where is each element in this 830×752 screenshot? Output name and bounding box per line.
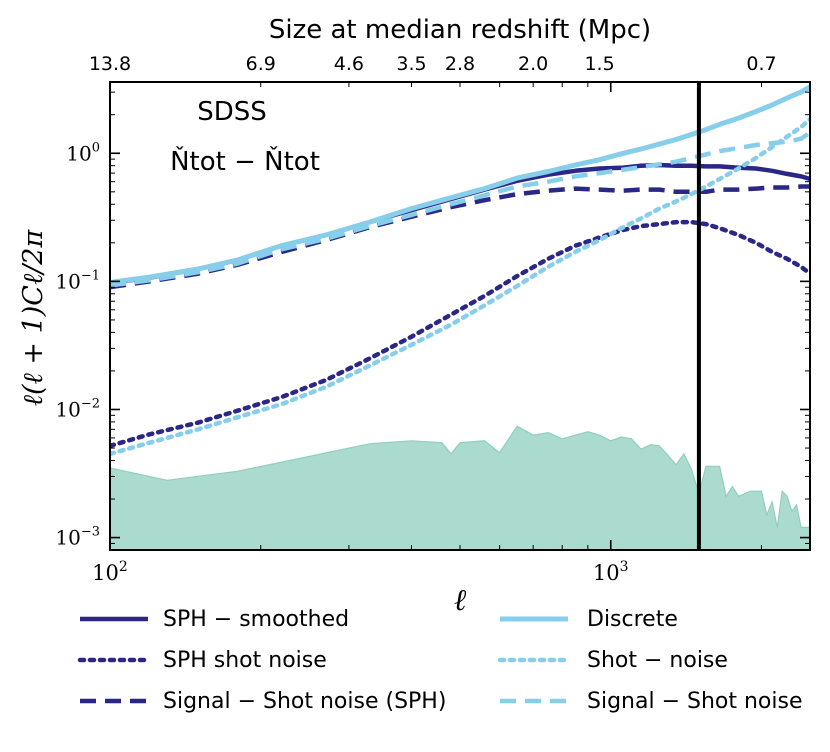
y-tick-label-1: 10−3 bbox=[55, 525, 100, 550]
annotation-sdss: SDSS bbox=[197, 97, 267, 127]
legend-label-1: SPH − smoothed bbox=[163, 607, 349, 632]
x-tick-label-2: 103 bbox=[593, 559, 629, 585]
x-axis-label: ℓ bbox=[454, 583, 467, 618]
legend-label-3: Signal − Shot noise (SPH) bbox=[163, 689, 446, 714]
series-line-6 bbox=[110, 130, 810, 288]
top-tick-label-5: 2.8 bbox=[445, 53, 475, 75]
y-tick-label-3: 10−1 bbox=[55, 268, 100, 293]
top-tick-label-7: 1.5 bbox=[584, 53, 614, 75]
series-line-4 bbox=[110, 84, 810, 285]
top-tick-label-8: 0.7 bbox=[746, 53, 776, 75]
top-tick-label-3: 4.6 bbox=[334, 53, 364, 75]
legend-label-6: Signal − Shot noise bbox=[587, 689, 803, 714]
series-layer bbox=[110, 84, 810, 457]
top-tick-label-1: 13.8 bbox=[89, 53, 131, 75]
annotation-formula: Ňtot − Ňtot bbox=[170, 145, 320, 177]
x-axis-ticks: 102 103 bbox=[92, 82, 762, 585]
y-axis-label: ℓ(ℓ + 1)Cℓ/2π bbox=[18, 229, 49, 407]
top-tick-label-6: 2.0 bbox=[518, 53, 548, 75]
series-line-2 bbox=[110, 219, 810, 449]
x-tick-label-1: 102 bbox=[92, 559, 128, 585]
top-axis-ticks: 13.8 6.9 4.6 3.5 2.8 2.0 1.5 0.7 bbox=[89, 53, 777, 75]
series-line-5 bbox=[110, 116, 810, 457]
top-tick-label-4: 3.5 bbox=[396, 53, 426, 75]
y-tick-label-4: 100 bbox=[66, 140, 100, 165]
legend: SPH − smoothed SPH shot noise Signal − Sho… bbox=[77, 607, 803, 714]
y-tick-label-2: 10−2 bbox=[55, 396, 100, 421]
top-tick-label-2: 6.9 bbox=[246, 53, 276, 75]
band-area bbox=[110, 425, 810, 550]
top-axis-title: Size at median redshift (Mpc) bbox=[269, 15, 651, 45]
legend-label-5: Shot − noise bbox=[587, 648, 728, 673]
legend-label-2: SPH shot noise bbox=[163, 648, 327, 673]
band-layer bbox=[110, 425, 810, 550]
y-axis-ticks: 10−3 10−2 10−1 100 bbox=[55, 91, 810, 551]
legend-label-4: Discrete bbox=[587, 607, 678, 632]
